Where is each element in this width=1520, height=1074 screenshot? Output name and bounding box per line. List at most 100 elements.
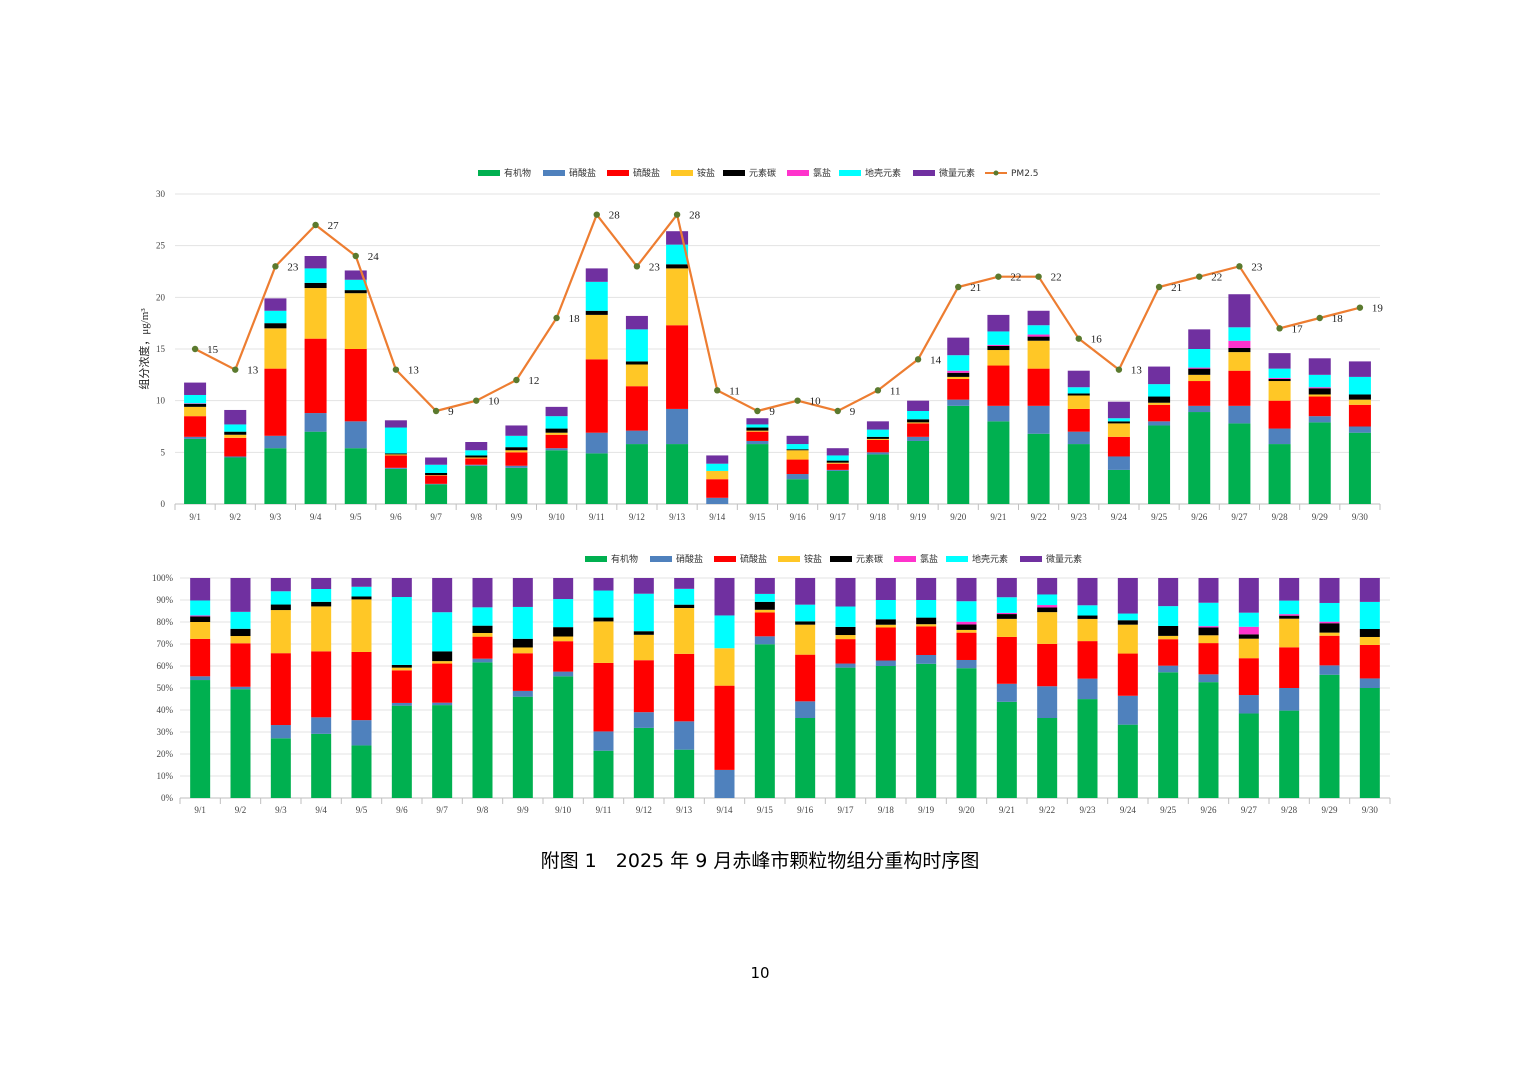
bar-segment-有机物 bbox=[1027, 433, 1050, 504]
percent-bar-segment-铵盐 bbox=[472, 633, 493, 637]
bar-segment-地壳元素 bbox=[425, 464, 448, 473]
percent-bar-segment-有机物 bbox=[674, 749, 695, 798]
percent-bar-segment-铵盐 bbox=[190, 622, 211, 639]
percent-bar-segment-铵盐 bbox=[1117, 624, 1138, 654]
percent-bar-segment-铵盐 bbox=[432, 661, 453, 664]
percent-bar-segment-元素碳 bbox=[593, 617, 614, 622]
legend-label: 硝酸盐 bbox=[569, 167, 596, 179]
bar-segment-硝酸盐 bbox=[465, 464, 488, 466]
percent-bar-segment-微量元素 bbox=[1319, 578, 1340, 603]
bar-segment-地壳元素 bbox=[786, 444, 809, 450]
percent-bar-segment-地壳元素 bbox=[674, 588, 695, 605]
bar-segment-硫酸盐 bbox=[1188, 381, 1211, 406]
percent-bar-segment-铵盐 bbox=[1077, 618, 1098, 642]
bar-segment-氯盐 bbox=[987, 344, 1010, 346]
percent-bar-segment-元素碳 bbox=[512, 638, 533, 648]
bar-segment-铵盐 bbox=[666, 268, 689, 326]
bar-segment-硫酸盐 bbox=[1107, 436, 1130, 457]
bar-segment-有机物 bbox=[1268, 444, 1291, 504]
percent-bar-segment-地壳元素 bbox=[1158, 606, 1179, 626]
percent-bar-segment-硫酸盐 bbox=[674, 653, 695, 722]
percent-bar-segment-地壳元素 bbox=[351, 586, 372, 597]
bar-segment-硫酸盐 bbox=[826, 463, 849, 470]
percent-bar-segment-有机物 bbox=[230, 689, 251, 798]
legend-swatch-0 bbox=[478, 170, 500, 176]
pm25-data-label: 18 bbox=[569, 313, 581, 325]
percent-bar-segment-微量元素 bbox=[1158, 578, 1179, 607]
pm25-point bbox=[191, 345, 199, 353]
pm25-point bbox=[392, 366, 400, 373]
pm25-point bbox=[1155, 283, 1163, 291]
percent-bar-segment-硫酸盐 bbox=[311, 651, 332, 718]
bar-segment-元素碳 bbox=[1268, 378, 1291, 382]
x-tick-label: 9/5 bbox=[356, 805, 368, 815]
y-axis-title: 组分浓度，μg/m³ bbox=[137, 308, 151, 390]
bar-segment-硫酸盐 bbox=[907, 423, 930, 437]
bar-segment-硫酸盐 bbox=[545, 434, 568, 449]
percent-bar-segment-硫酸盐 bbox=[1198, 643, 1219, 675]
bar-segment-地壳元素 bbox=[1107, 418, 1130, 422]
bar-segment-有机物 bbox=[505, 467, 528, 504]
bar-segment-硫酸盐 bbox=[304, 338, 327, 414]
bar-segment-元素碳 bbox=[184, 403, 207, 407]
y-tick-label: 60% bbox=[157, 661, 174, 671]
bar-segment-铵盐 bbox=[1308, 394, 1331, 397]
percent-bar-segment-硝酸盐 bbox=[996, 683, 1017, 702]
pm25-data-label: 13 bbox=[408, 365, 420, 377]
percent-bar-segment-铵盐 bbox=[553, 636, 574, 642]
pm25-data-label: 23 bbox=[649, 261, 661, 273]
bar-segment-硝酸盐 bbox=[826, 469, 849, 471]
pm25-data-label: 21 bbox=[970, 282, 981, 294]
bar-segment-铵盐 bbox=[505, 450, 528, 453]
bar-segment-硝酸盐 bbox=[1148, 421, 1171, 426]
percent-bar-segment-元素碳 bbox=[633, 631, 654, 635]
percent-bar-segment-有机物 bbox=[956, 668, 977, 798]
percent-bar-segment-硫酸盐 bbox=[593, 662, 614, 732]
percent-bar-segment-地壳元素 bbox=[714, 615, 735, 649]
bar-segment-硝酸盐 bbox=[1268, 428, 1291, 445]
bar-segment-元素碳 bbox=[545, 428, 568, 433]
percent-bar-segment-硝酸盐 bbox=[190, 676, 211, 681]
percent-bar-segment-地壳元素 bbox=[835, 606, 856, 627]
pm25-data-label: 28 bbox=[689, 210, 701, 222]
x-tick-label: 9/17 bbox=[837, 805, 854, 815]
x-tick-label: 9/3 bbox=[270, 512, 282, 522]
bar-segment-有机物 bbox=[425, 484, 448, 504]
bar-segment-铵盐 bbox=[465, 457, 488, 459]
bar-segment-铵盐 bbox=[947, 376, 970, 379]
percent-bar-segment-铵盐 bbox=[512, 647, 533, 654]
legend-label: 地壳元素 bbox=[972, 553, 1008, 565]
pm25-data-label: 28 bbox=[609, 210, 621, 222]
bar-segment-铵盐 bbox=[1228, 352, 1251, 371]
pm25-point bbox=[553, 314, 560, 322]
percent-bar-segment-微量元素 bbox=[674, 578, 695, 589]
percent-bar-segment-硫酸盐 bbox=[714, 685, 735, 770]
bar-segment-元素碳 bbox=[666, 264, 689, 269]
x-tick-label: 9/1 bbox=[189, 512, 201, 522]
percent-bar-segment-硫酸盐 bbox=[1158, 639, 1179, 666]
percent-bar-segment-地壳元素 bbox=[472, 607, 493, 626]
bar-segment-硝酸盐 bbox=[1107, 456, 1130, 470]
bar-segment-有机物 bbox=[1348, 432, 1371, 504]
bar-segment-硝酸盐 bbox=[585, 432, 608, 454]
bar-segment-微量元素 bbox=[625, 315, 648, 330]
percent-bar-segment-氯盐 bbox=[1279, 614, 1300, 616]
bar-segment-元素碳 bbox=[1188, 368, 1211, 375]
bar-segment-铵盐 bbox=[184, 406, 207, 417]
percent-bar-segment-有机物 bbox=[391, 705, 412, 798]
percent-bar-segment-元素碳 bbox=[432, 651, 453, 662]
percent-bar-segment-硫酸盐 bbox=[432, 663, 453, 703]
bar-segment-地壳元素 bbox=[746, 424, 769, 428]
bar-segment-氯盐 bbox=[1308, 387, 1331, 389]
percent-bar-segment-地壳元素 bbox=[593, 590, 614, 618]
percent-bar-segment-微量元素 bbox=[472, 578, 493, 608]
bar-segment-微量元素 bbox=[947, 337, 970, 356]
percent-bar-segment-硫酸盐 bbox=[230, 643, 251, 687]
percent-bar-segment-地壳元素 bbox=[1319, 602, 1340, 622]
bar-segment-硝酸盐 bbox=[947, 399, 970, 406]
x-tick-label: 9/18 bbox=[870, 512, 887, 522]
pm25-data-label: 21 bbox=[1171, 282, 1182, 294]
percent-bar-segment-微量元素 bbox=[351, 578, 372, 587]
percent-bar-segment-地壳元素 bbox=[391, 597, 412, 665]
percent-bar-segment-硝酸盐 bbox=[512, 690, 533, 697]
